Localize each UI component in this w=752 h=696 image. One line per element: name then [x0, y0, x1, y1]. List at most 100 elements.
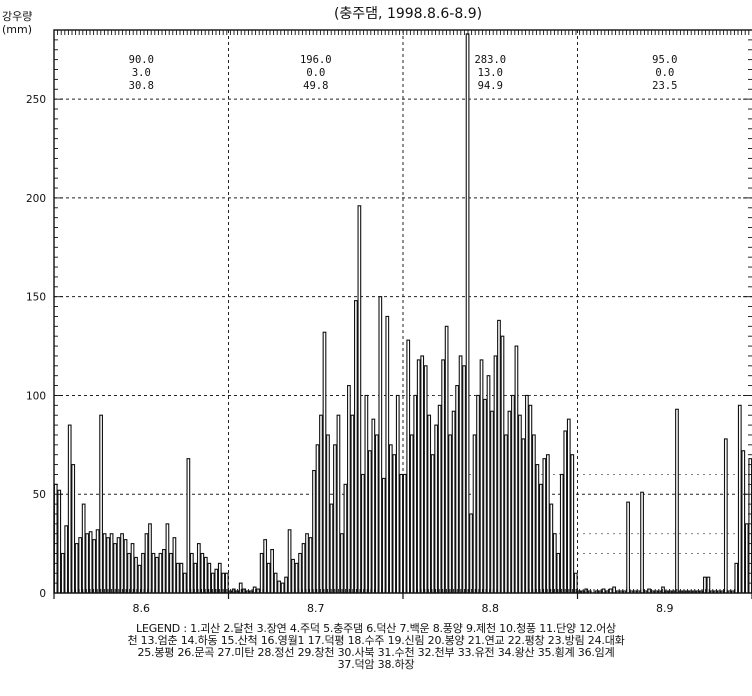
x-tick-label: 8.8	[482, 602, 500, 615]
legend: LEGEND : 1.괴산 2.달천 3.장연 4.주덕 5.충주댐 6.덕산 …	[0, 620, 752, 696]
bar	[479, 359, 484, 594]
bar	[196, 543, 201, 594]
bar	[116, 537, 121, 594]
bar	[413, 394, 418, 594]
legend-line-1: LEGEND : 1.괴산 2.달천 3.장연 4.주덕 5.충주댐 6.덕산 …	[136, 622, 616, 635]
bar	[53, 483, 58, 594]
bar	[347, 385, 351, 594]
bar	[465, 33, 470, 594]
bar	[490, 410, 494, 594]
bar	[127, 552, 131, 594]
bar	[71, 464, 76, 594]
bar	[74, 543, 79, 594]
bar	[559, 473, 564, 594]
y-tick-label: 150	[26, 292, 46, 304]
bar	[563, 430, 568, 594]
bar	[350, 414, 355, 594]
legend-line-3: 25.봉평 26.문곡 27.미탄 28.정선 29.창천 30.사북 31.수…	[137, 646, 615, 659]
bar	[141, 552, 145, 594]
bar	[423, 365, 428, 594]
bar	[113, 543, 117, 594]
bar	[95, 529, 100, 594]
day-annotation: 94.9	[478, 80, 503, 92]
day-annotation: 95.0	[652, 54, 677, 66]
bar	[57, 489, 62, 594]
bar	[437, 404, 442, 594]
bar	[444, 325, 449, 594]
day-annotation: 196.0	[300, 54, 332, 66]
bar	[612, 586, 617, 594]
bar	[294, 562, 299, 594]
bar	[374, 434, 379, 594]
bar	[85, 533, 90, 594]
bar	[507, 410, 512, 594]
bar	[312, 469, 316, 594]
bar	[207, 562, 212, 594]
bar	[406, 339, 411, 594]
bar	[570, 454, 575, 594]
bar	[493, 355, 498, 594]
y-tick-label: 200	[26, 193, 46, 205]
bar	[734, 562, 739, 594]
chart-title: (충주댐, 1998.8.6-8.9)	[334, 6, 482, 22]
bar	[130, 543, 135, 594]
bar	[360, 473, 365, 594]
bar	[273, 572, 278, 594]
bar	[545, 454, 550, 594]
bar	[123, 539, 128, 594]
bar	[476, 394, 480, 594]
bar	[675, 408, 679, 594]
bar	[626, 501, 630, 594]
bar	[451, 410, 456, 594]
bar	[102, 533, 107, 594]
bar	[81, 503, 86, 594]
bar	[270, 548, 274, 594]
bar	[458, 355, 463, 594]
bar	[287, 529, 292, 594]
bar	[409, 434, 414, 594]
bar	[354, 300, 358, 594]
bar	[381, 477, 386, 594]
bar	[367, 450, 372, 594]
bar	[402, 473, 407, 594]
bar	[60, 552, 65, 594]
x-tick-label: 8.7	[307, 602, 325, 615]
bar	[315, 444, 320, 594]
bar	[535, 464, 540, 594]
bar	[151, 552, 156, 594]
day-annotation: 13.0	[478, 67, 503, 79]
bar	[137, 564, 142, 594]
bar	[144, 533, 149, 594]
bar	[514, 345, 519, 594]
bar	[148, 523, 152, 594]
bar	[217, 562, 222, 594]
bar	[511, 394, 515, 594]
bar	[336, 414, 341, 594]
bar	[92, 539, 97, 594]
bar	[162, 548, 166, 594]
bar	[280, 582, 285, 594]
bar	[134, 556, 138, 594]
bar	[504, 434, 508, 594]
bar	[326, 434, 330, 594]
bar	[322, 331, 327, 594]
bar	[500, 335, 505, 594]
bar	[455, 385, 459, 594]
bar	[99, 414, 103, 594]
bar	[640, 491, 644, 594]
bar	[259, 552, 264, 594]
bar	[319, 414, 323, 594]
bar	[462, 365, 466, 594]
bar	[371, 418, 376, 594]
bar	[165, 523, 170, 594]
bar	[472, 434, 477, 594]
day-annotation: 0.0	[306, 67, 325, 79]
bar	[385, 315, 390, 594]
bar	[106, 537, 110, 594]
bar	[88, 531, 93, 594]
day-annotation: 23.5	[652, 80, 677, 92]
bar	[158, 552, 163, 594]
bar	[155, 556, 159, 594]
bar	[388, 444, 393, 594]
bar	[329, 503, 334, 594]
